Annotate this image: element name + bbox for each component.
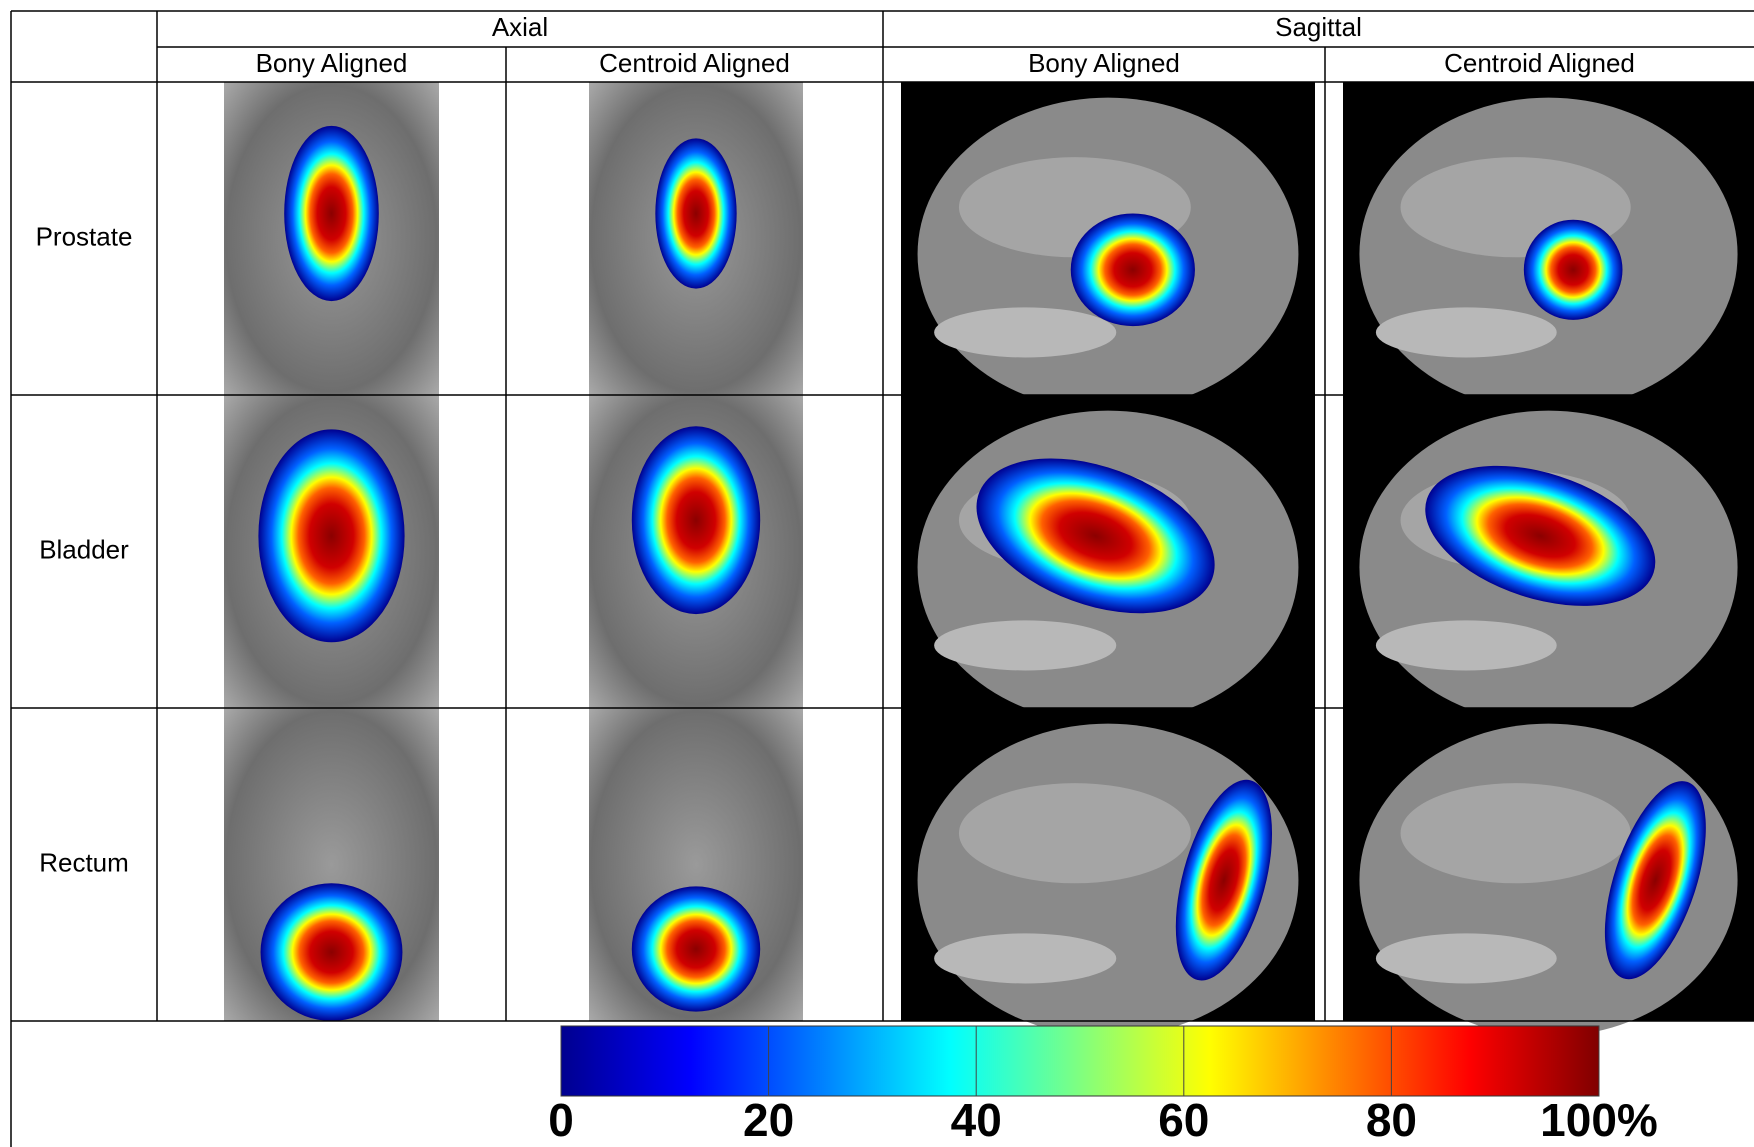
probability-map [1524,220,1623,320]
images [224,82,1754,1037]
colorbar-tick-label: 60 [1158,1094,1209,1146]
probability-map [632,886,760,1011]
image-cell [224,82,439,395]
column-header: Centroid Aligned [1444,48,1635,78]
colorbar-tick-label: 20 [743,1094,794,1146]
group-header: Axial [492,12,548,42]
colorbar-tick-label: 100% [1540,1094,1658,1146]
probability-map [258,429,404,642]
ct-bone [934,307,1116,357]
ct-organ [959,783,1191,883]
image-cell [224,708,439,1021]
image-cell [1343,82,1754,411]
probability-map [284,126,379,301]
ct-bone [1376,933,1557,983]
probability-map [632,426,760,614]
group-header: Sagittal [1275,12,1362,42]
ct-organ [1401,783,1631,883]
image-cell [901,82,1315,411]
image-cell [589,82,803,395]
column-header: Bony Aligned [256,48,408,78]
colorbar-tick-label: 80 [1366,1094,1417,1146]
row-label: Bladder [39,534,129,564]
colorbar: 0 20 40 60 80 100% [548,1026,1658,1146]
colorbar-tick-label: 0 [548,1094,574,1146]
image-cell [589,395,803,708]
image-cell [1343,708,1754,1037]
image-cell [901,708,1315,1037]
figure: 0 20 40 60 80 100% Axial Sagittal Bony Aligned C… [0,0,1754,1147]
row-label: Rectum [39,847,129,877]
ct-bone [934,933,1116,983]
image-cell [224,395,439,708]
probability-map [261,883,403,1021]
ct-bone [1376,307,1557,357]
colorbar-gradient [561,1026,1599,1096]
page: {"table": {"groups": ["Axial", "Sagittal… [0,0,1754,1147]
image-cell [589,708,803,1021]
image-cell [1343,395,1754,724]
image-cell [901,395,1315,724]
probability-map [655,138,736,288]
column-header: Bony Aligned [1028,48,1180,78]
ct-bone [934,620,1116,670]
probability-map [1071,213,1195,326]
row-label: Prostate [36,221,133,251]
ct-bone [1376,620,1557,670]
column-header: Centroid Aligned [599,48,790,78]
colorbar-tick-label: 40 [951,1094,1002,1146]
